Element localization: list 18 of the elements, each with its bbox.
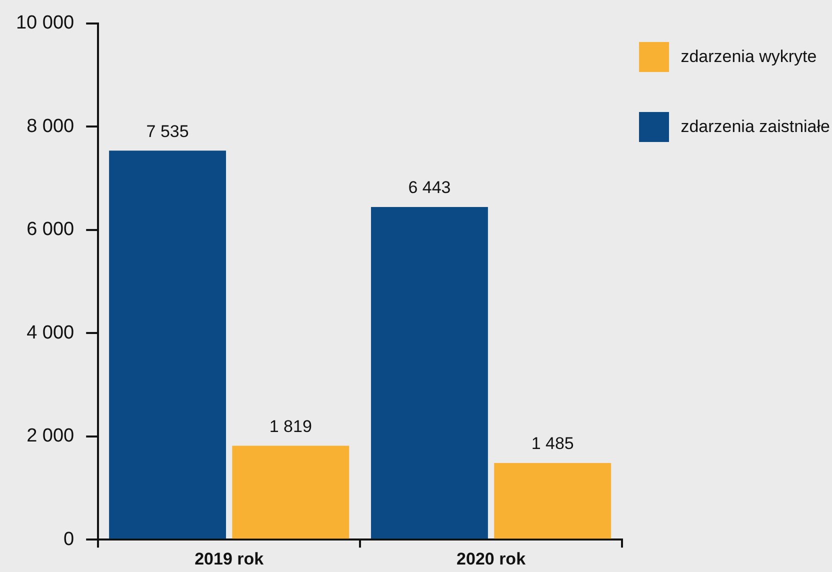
y-tick-label: 0: [64, 528, 74, 550]
bar: [109, 150, 226, 539]
bar: [232, 446, 350, 539]
x-tick-label: 2020 rok: [456, 549, 526, 568]
data-label: 1 485: [531, 434, 574, 454]
y-tick-label: 10 000: [16, 12, 74, 34]
bar: [494, 462, 612, 539]
data-label: 1 819: [269, 416, 312, 436]
data-label: 6 443: [408, 178, 451, 198]
legend-label: zdarzenia zaistniałe: [680, 117, 830, 137]
y-tick-label: 6 000: [26, 219, 74, 240]
y-tick-label: 2 000: [26, 426, 74, 447]
bar: [370, 207, 488, 539]
y-tick-label: 8 000: [26, 116, 74, 137]
data-label: 7 535: [146, 122, 189, 141]
y-tick-label: 4 000: [26, 322, 74, 344]
legend-label: zdarzenia wykryte: [680, 47, 817, 67]
x-tick-label: 2019 rok: [194, 549, 264, 568]
